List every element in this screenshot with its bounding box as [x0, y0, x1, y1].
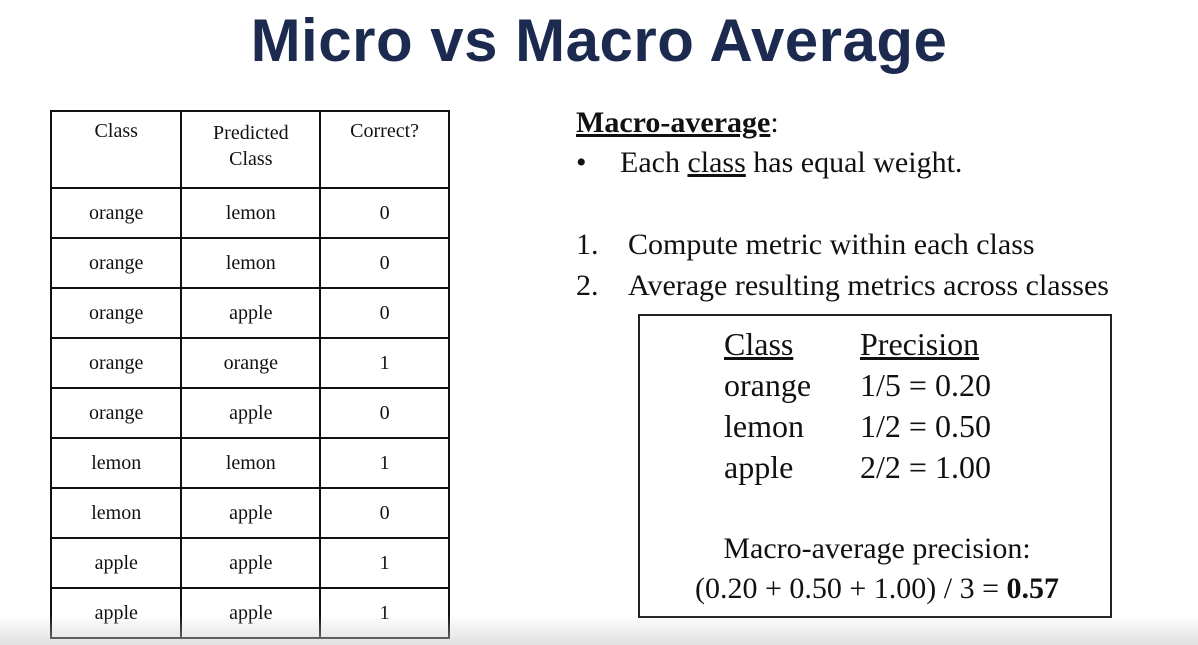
- header-correct: Correct?: [319, 110, 450, 189]
- cell-correct: 0: [319, 487, 450, 539]
- precision-class: apple: [724, 449, 794, 485]
- precision-row: apple 2/2 = 1.00: [724, 447, 991, 488]
- cell-predicted: lemon: [180, 187, 322, 239]
- slide-title: Micro vs Macro Average: [250, 7, 948, 74]
- bullet-text-post: has equal weight.: [745, 146, 963, 179]
- precision-row: lemon 1/2 = 0.50: [724, 406, 991, 447]
- cell-correct: 0: [319, 287, 450, 339]
- formula-text: (0.20 + 0.50 + 1.00) / 3 =: [694, 572, 1007, 605]
- bullet-item: • Each class has equal weight.: [576, 146, 962, 180]
- cell-correct: 0: [319, 387, 450, 439]
- precision-row: orange 1/5 = 0.20: [724, 365, 991, 406]
- macro-precision-formula: (0.20 + 0.50 + 1.00) / 3 = 0.57: [640, 572, 1114, 606]
- table-row: lemon apple 0: [49, 487, 450, 539]
- precision-value: 1/5 = 0.20: [860, 367, 991, 403]
- cell-predicted: apple: [180, 287, 322, 339]
- cell-correct: 1: [319, 337, 450, 389]
- table-header-row: Class Predicted Class Correct?: [49, 110, 450, 189]
- step-item-1: 1. Compute metric within each class: [576, 228, 1035, 262]
- macro-precision-label: Macro-average precision:: [723, 532, 1031, 565]
- table-row: orange lemon 0: [49, 237, 450, 289]
- step-text: Compute metric within each class: [628, 228, 1035, 261]
- precision-header-row: Class Precision: [724, 324, 991, 365]
- cell-correct: 0: [319, 187, 450, 239]
- cell-correct: 1: [319, 537, 450, 589]
- precision-class: orange: [724, 367, 812, 403]
- precision-box: Class Precision orange 1/5 = 0.20 lemon …: [638, 314, 1112, 618]
- cell-predicted: apple: [180, 387, 322, 439]
- cell-class: orange: [49, 337, 183, 389]
- step-item-2: 2. Average resulting metrics across class…: [576, 269, 1109, 303]
- cell-class: orange: [49, 237, 183, 289]
- cell-correct: 0: [319, 237, 450, 289]
- cell-predicted: orange: [180, 337, 322, 389]
- precision-class: lemon: [724, 408, 804, 444]
- cell-predicted: lemon: [180, 237, 322, 289]
- bullet-dot: •: [576, 146, 587, 179]
- header-class: Class: [49, 110, 183, 189]
- table-row: orange apple 0: [49, 287, 450, 339]
- table-row: orange orange 1: [49, 337, 450, 389]
- table-row: apple apple 1: [49, 537, 450, 589]
- cell-class: apple: [49, 537, 183, 589]
- cell-predicted: apple: [180, 537, 322, 589]
- cell-correct: 1: [319, 437, 450, 489]
- predictions-table: Class Predicted Class Correct? orange le…: [49, 110, 450, 639]
- macro-average-heading-text: Macro-average: [576, 106, 771, 139]
- cell-class: orange: [49, 187, 183, 239]
- header-predicted-class: Predicted Class: [180, 110, 322, 189]
- precision-col-class: Class: [724, 326, 794, 362]
- step-number: 1.: [576, 228, 599, 261]
- header-predicted-line2: Class: [229, 148, 273, 170]
- cell-class: lemon: [49, 487, 183, 539]
- bullet-text-pre: Each: [620, 146, 688, 179]
- precision-value: 2/2 = 1.00: [860, 449, 991, 485]
- precision-table: Class Precision orange 1/5 = 0.20 lemon …: [724, 324, 991, 488]
- precision-col-precision: Precision: [860, 326, 980, 362]
- step-text: Average resulting metrics across classes: [628, 269, 1109, 302]
- macro-average-heading: Macro-average:: [576, 106, 779, 140]
- table-row: orange lemon 0: [49, 187, 450, 239]
- cell-class: orange: [49, 287, 183, 339]
- precision-value: 1/2 = 0.50: [860, 408, 991, 444]
- formula-result: 0.57: [1006, 572, 1060, 605]
- table-row: lemon lemon 1: [49, 437, 450, 489]
- cell-predicted: apple: [180, 487, 322, 539]
- cell-predicted: lemon: [180, 437, 322, 489]
- macro-heading-colon: :: [770, 106, 779, 139]
- bullet-text-underlined: class: [687, 146, 746, 179]
- header-predicted-line1: Predicted: [213, 122, 289, 144]
- bottom-shadow: [0, 615, 1198, 645]
- table-row: orange apple 0: [49, 387, 450, 439]
- cell-class: orange: [49, 387, 183, 439]
- step-number: 2.: [576, 269, 599, 302]
- cell-class: lemon: [49, 437, 183, 489]
